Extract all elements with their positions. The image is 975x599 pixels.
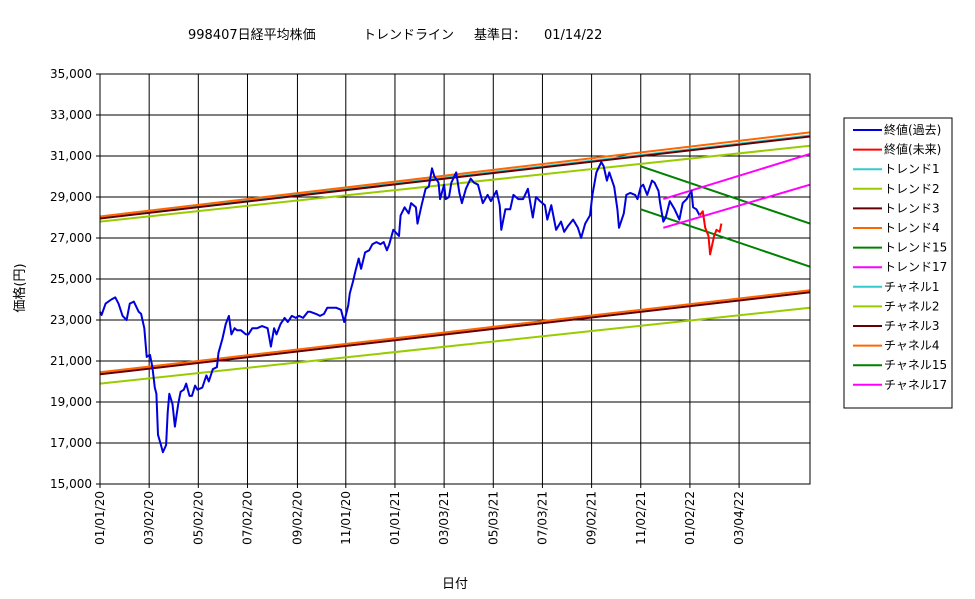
legend-entry: 終値(過去) <box>884 122 941 137</box>
x-tick-label: 03/02/20 <box>142 491 156 545</box>
x-tick-label: 05/03/21 <box>486 491 500 545</box>
legend-entry: トレンド4 <box>884 221 940 235</box>
legend-box <box>843 117 953 409</box>
legend-entry: チャネル4 <box>884 339 940 353</box>
series-line-9 <box>99 306 811 385</box>
x-tick-label: 07/03/21 <box>535 491 549 545</box>
y-tick-label: 15,000 <box>50 477 92 491</box>
legend-entry: チャネル17 <box>884 378 947 392</box>
x-tick-label: 09/02/21 <box>585 491 599 545</box>
y-tick-label: 21,000 <box>50 354 92 368</box>
y-tick-label: 29,000 <box>50 190 92 204</box>
legend-entry: トレンド17 <box>884 260 947 274</box>
x-tick-label: 11/02/21 <box>634 491 648 545</box>
y-axis: 15,000 17,000 19,000 21,000 23,000 25,000 27,0… <box>50 67 100 491</box>
x-tick-label: 07/02/20 <box>240 491 254 545</box>
series-line-7 <box>663 152 811 201</box>
x-tick-label: 01/01/20 <box>93 491 107 545</box>
series-line-4 <box>99 135 811 220</box>
series-line-0 <box>99 161 701 454</box>
legend-entry: トレンド1 <box>884 162 940 176</box>
legend-entry: トレンド15 <box>884 241 947 255</box>
x-tick-label: 05/02/20 <box>191 491 205 545</box>
series-line-6 <box>640 165 811 225</box>
x-tick-label: 09/02/20 <box>290 491 304 545</box>
series-line-13 <box>663 183 811 229</box>
y-tick-label: 35,000 <box>50 67 92 81</box>
y-tick-label: 33,000 <box>50 108 92 122</box>
y-tick-label: 19,000 <box>50 395 92 409</box>
chart-title-date-label: 基準日： <box>474 27 526 43</box>
chart-title-trend: トレンドライン <box>363 28 454 43</box>
legend-entry: チャネル3 <box>884 319 940 333</box>
legend-entry: 終値(未来) <box>884 142 941 157</box>
legend-entry: チャネル2 <box>884 299 940 313</box>
series-line-12 <box>640 208 811 268</box>
x-tick-label: 03/04/22 <box>732 491 746 545</box>
x-axis: 01/01/20 03/02/20 05/02/20 07/02/20 09/02/20… <box>93 484 746 545</box>
legend: 終値(過去) 終値(未来) トレンド1 トレンド2 トレンド3 トレンド4 トレンド15 トレ… <box>843 117 953 409</box>
legend-entry: チャネル15 <box>884 358 947 372</box>
y-tick-label: 23,000 <box>50 313 92 327</box>
x-tick-label: 01/02/22 <box>683 491 697 545</box>
series-line-3 <box>99 144 811 223</box>
y-tick-label: 27,000 <box>50 231 92 245</box>
y-tick-label: 31,000 <box>50 149 92 163</box>
y-axis-label: 価格(円) <box>12 263 28 312</box>
x-tick-label: 11/01/20 <box>339 491 353 545</box>
y-tick-label: 25,000 <box>50 272 92 286</box>
legend-entry: トレンド3 <box>884 201 940 215</box>
series-group <box>99 131 811 454</box>
legend-entry: チャネル1 <box>884 280 940 294</box>
chart-title: 998407日経平均株価 トレンドライン 基準日： 01/14/22 <box>188 27 602 43</box>
x-tick-label: 01/01/21 <box>388 491 402 545</box>
x-tick-label: 03/03/21 <box>437 491 451 545</box>
legend-entry: トレンド2 <box>884 182 940 196</box>
y-tick-label: 17,000 <box>50 436 92 450</box>
chart-title-date: 01/14/22 <box>544 28 602 43</box>
series-line-1 <box>698 210 723 256</box>
x-axis-label: 日付 <box>442 577 468 592</box>
chart-title-main: 998407日経平均株価 <box>188 28 316 43</box>
